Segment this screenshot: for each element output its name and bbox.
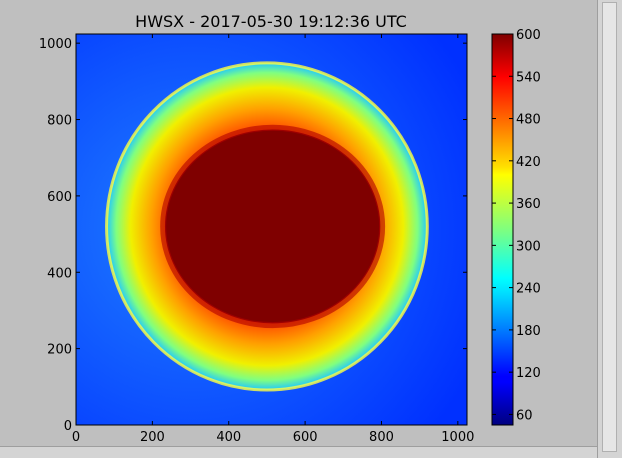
y-tick-label: 800 bbox=[47, 114, 72, 129]
x-tick-label: 200 bbox=[140, 430, 165, 445]
x-tick-label: 0 bbox=[72, 430, 80, 445]
vertical-scrollbar-track[interactable] bbox=[602, 2, 617, 452]
colorbar-tick-label: 420 bbox=[516, 155, 541, 170]
colorbar-tick-label: 540 bbox=[516, 70, 541, 85]
figure-canvas: 0 200 400 600 800 1000 0 200 400 600 800 1000 HWSX… bbox=[39, 12, 541, 445]
disk-edge bbox=[160, 124, 386, 329]
colorbar-tick-label: 60 bbox=[516, 408, 533, 423]
colorbar-tick-label: 480 bbox=[516, 113, 541, 128]
y-tick-label: 600 bbox=[47, 190, 72, 205]
chart-title: HWSX - 2017-05-30 19:12:36 UTC bbox=[135, 12, 407, 31]
x-tick-label: 800 bbox=[369, 430, 394, 445]
horizontal-scrollbar[interactable] bbox=[0, 446, 597, 458]
x-axis-ticks: 0 200 400 600 800 1000 bbox=[72, 34, 474, 445]
x-tick-label: 400 bbox=[216, 430, 241, 445]
y-tick-label: 1000 bbox=[39, 37, 72, 52]
colorbar-tick-label: 240 bbox=[516, 282, 541, 297]
y-tick-label: 400 bbox=[47, 266, 72, 281]
y-tick-label: 200 bbox=[47, 343, 72, 358]
y-axis-ticks: 0 200 400 600 800 1000 bbox=[39, 37, 467, 434]
halo-rim bbox=[105, 61, 429, 392]
vertical-scrollbar[interactable] bbox=[597, 0, 622, 458]
y-tick-label: 0 bbox=[64, 419, 72, 434]
heatmap-frame bbox=[75, 33, 468, 426]
colorbar-gradient bbox=[491, 33, 514, 426]
colorbar-tick-label: 360 bbox=[516, 197, 541, 212]
heatmap-axes: 0 200 400 600 800 1000 0 200 400 600 800 1000 bbox=[39, 33, 474, 445]
colorbar-tick-label: 300 bbox=[516, 239, 541, 254]
colorbar: 60 120 180 240 300 360 420 480 540 600 bbox=[491, 28, 541, 426]
x-tick-label: 600 bbox=[293, 430, 318, 445]
colorbar-tick-label: 120 bbox=[516, 366, 541, 381]
figure-window: 0 200 400 600 800 1000 0 200 400 600 800 1000 HWSX… bbox=[38, 12, 541, 445]
saturated-disk bbox=[164, 129, 381, 324]
colorbar-tick-label: 600 bbox=[516, 28, 541, 43]
x-tick-label: 1000 bbox=[441, 430, 474, 445]
colorbar-tick-label: 180 bbox=[516, 324, 541, 339]
colorbar-ticks: 60 120 180 240 300 360 420 480 540 600 bbox=[492, 28, 541, 423]
